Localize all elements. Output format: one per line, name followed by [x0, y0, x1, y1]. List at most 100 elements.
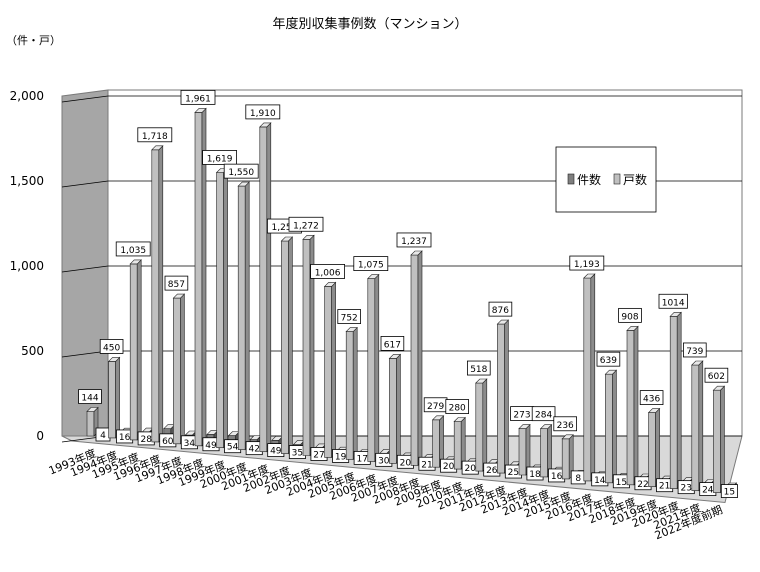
legend-entry: 戸数 — [613, 172, 647, 187]
svg-text:27: 27 — [313, 451, 324, 461]
data-label-kensuu: 30 — [375, 452, 393, 467]
svg-text:144: 144 — [81, 394, 98, 404]
svg-text:16: 16 — [119, 433, 131, 443]
data-label-kensuu: 15 — [612, 474, 630, 489]
bar-kosuu — [172, 293, 186, 445]
data-label-kosuu: 1,272 — [288, 216, 324, 232]
y-tick-label: 500 — [21, 344, 44, 358]
svg-text:22: 22 — [637, 480, 648, 490]
svg-text:450: 450 — [103, 343, 120, 353]
svg-text:1,035: 1,035 — [120, 246, 146, 256]
svg-text:17: 17 — [356, 454, 367, 464]
bar-kosuu — [151, 145, 164, 443]
bar-kosuu — [367, 273, 380, 463]
svg-text:20: 20 — [400, 458, 412, 468]
y-axis-ticks: 0 500 1,000 1,500 2,000 — [10, 89, 44, 443]
data-label-kosuu: 280 — [445, 399, 469, 414]
svg-text:23: 23 — [680, 484, 691, 494]
svg-text:34: 34 — [184, 439, 196, 449]
svg-text:1014: 1014 — [662, 298, 685, 308]
svg-text:19: 19 — [335, 452, 347, 462]
svg-text:54: 54 — [227, 443, 239, 453]
svg-text:20: 20 — [464, 464, 476, 474]
data-label-kosuu: 1,237 — [396, 232, 432, 248]
data-label-kosuu: 1,910 — [245, 104, 281, 120]
svg-text:21: 21 — [421, 460, 432, 470]
data-label-kosuu: 518 — [466, 360, 491, 376]
side-wall — [61, 89, 109, 437]
data-label-kosuu: 602 — [704, 367, 729, 383]
bar-kosuu — [712, 385, 726, 494]
svg-text:752: 752 — [341, 314, 358, 324]
svg-text:8: 8 — [575, 474, 581, 484]
bar-kosuu — [669, 311, 682, 490]
svg-text:279: 279 — [427, 402, 444, 412]
legend: 件数 戸数 — [555, 146, 657, 213]
grid-line — [61, 95, 742, 103]
svg-text:49: 49 — [205, 441, 217, 451]
svg-text:1,193: 1,193 — [574, 260, 600, 270]
svg-text:60: 60 — [162, 437, 174, 447]
data-label-kosuu: 273 — [510, 406, 534, 421]
svg-text:436: 436 — [643, 395, 660, 405]
data-label-kosuu: 739 — [683, 342, 707, 358]
data-label-kensuu: 15 — [720, 484, 738, 498]
svg-text:1,550: 1,550 — [228, 168, 254, 178]
svg-text:1,961: 1,961 — [185, 94, 211, 104]
svg-text:30: 30 — [378, 456, 390, 466]
data-label-kosuu: 1,718 — [137, 127, 173, 143]
y-tick-label: 2,000 — [10, 89, 44, 103]
data-label-kosuu: 284 — [531, 406, 556, 422]
data-label-kosuu: 1,961 — [180, 89, 216, 105]
data-label-kosuu: 450 — [99, 339, 124, 354]
svg-text:戸数: 戸数 — [623, 172, 647, 187]
bar-kosuu — [259, 122, 272, 453]
bar-kosuu — [237, 181, 250, 451]
bar-kosuu — [323, 281, 337, 459]
svg-text:1,910: 1,910 — [250, 109, 276, 119]
data-label-kensuu: 34 — [180, 435, 198, 450]
data-label-kosuu: 1,075 — [353, 256, 389, 272]
grid-lines — [61, 95, 742, 443]
svg-text:518: 518 — [470, 365, 487, 375]
data-label-kensuu: 4 — [95, 427, 111, 442]
y-axis-label: （件・戸） — [6, 34, 61, 47]
grid-line — [61, 180, 742, 188]
bar-kosuu — [431, 415, 445, 468]
svg-text:35: 35 — [292, 449, 303, 459]
svg-text:49: 49 — [270, 447, 282, 457]
svg-text:18: 18 — [529, 470, 541, 480]
data-label-kensuu: 26 — [483, 462, 501, 477]
data-label-kosuu: 752 — [337, 309, 361, 324]
svg-text:16: 16 — [551, 472, 563, 482]
svg-text:236: 236 — [557, 421, 574, 431]
svg-text:4: 4 — [100, 431, 106, 441]
bar-kosuu — [345, 326, 358, 461]
svg-text:1,237: 1,237 — [401, 237, 427, 247]
svg-text:21: 21 — [659, 482, 670, 492]
svg-text:1,075: 1,075 — [358, 261, 384, 271]
svg-text:28: 28 — [140, 435, 152, 445]
svg-text:617: 617 — [384, 340, 401, 350]
data-label-kosuu: 639 — [596, 351, 621, 367]
x-axis-labels: 1993年度1994年度1995年度1996年度1997年度1998年度1999… — [47, 446, 725, 543]
svg-text:20: 20 — [443, 462, 455, 472]
data-label-kosuu: 1,550 — [223, 163, 259, 179]
bar-series: 144 4 450 16 1,035 28 1,718 60 857 34 1,961 49 1,619… — [78, 89, 738, 498]
bar-kosuu — [107, 356, 121, 439]
bar-kosuu — [453, 416, 466, 470]
data-label-kosuu: 1,035 — [115, 241, 151, 257]
y-tick-label: 0 — [36, 429, 44, 443]
chart-title: 年度別収集事例数（マンション） — [272, 16, 467, 32]
svg-text:26: 26 — [486, 466, 498, 476]
bar-kosuu — [280, 236, 294, 455]
grid-line — [61, 265, 742, 273]
svg-text:876: 876 — [492, 306, 509, 316]
legend-entry: 件数 — [567, 172, 601, 187]
bar-kosuu — [604, 369, 618, 484]
y-tick-label: 1,000 — [10, 259, 44, 273]
data-label-kensuu: 21 — [656, 478, 674, 493]
svg-text:739: 739 — [686, 347, 703, 357]
data-label-kosuu: 1014 — [658, 293, 688, 309]
